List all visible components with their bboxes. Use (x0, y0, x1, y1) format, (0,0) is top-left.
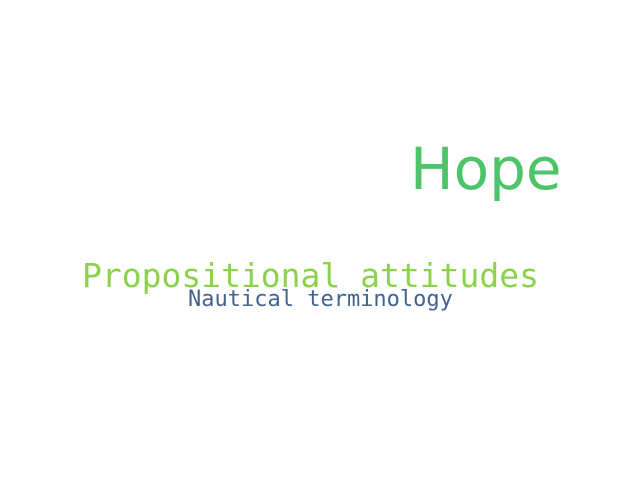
word-hope: Hope (410, 135, 562, 203)
word-nautical-terminology: Nautical terminology (188, 287, 453, 312)
word-propositional-attitudes: Propositional attitudes (82, 256, 539, 295)
